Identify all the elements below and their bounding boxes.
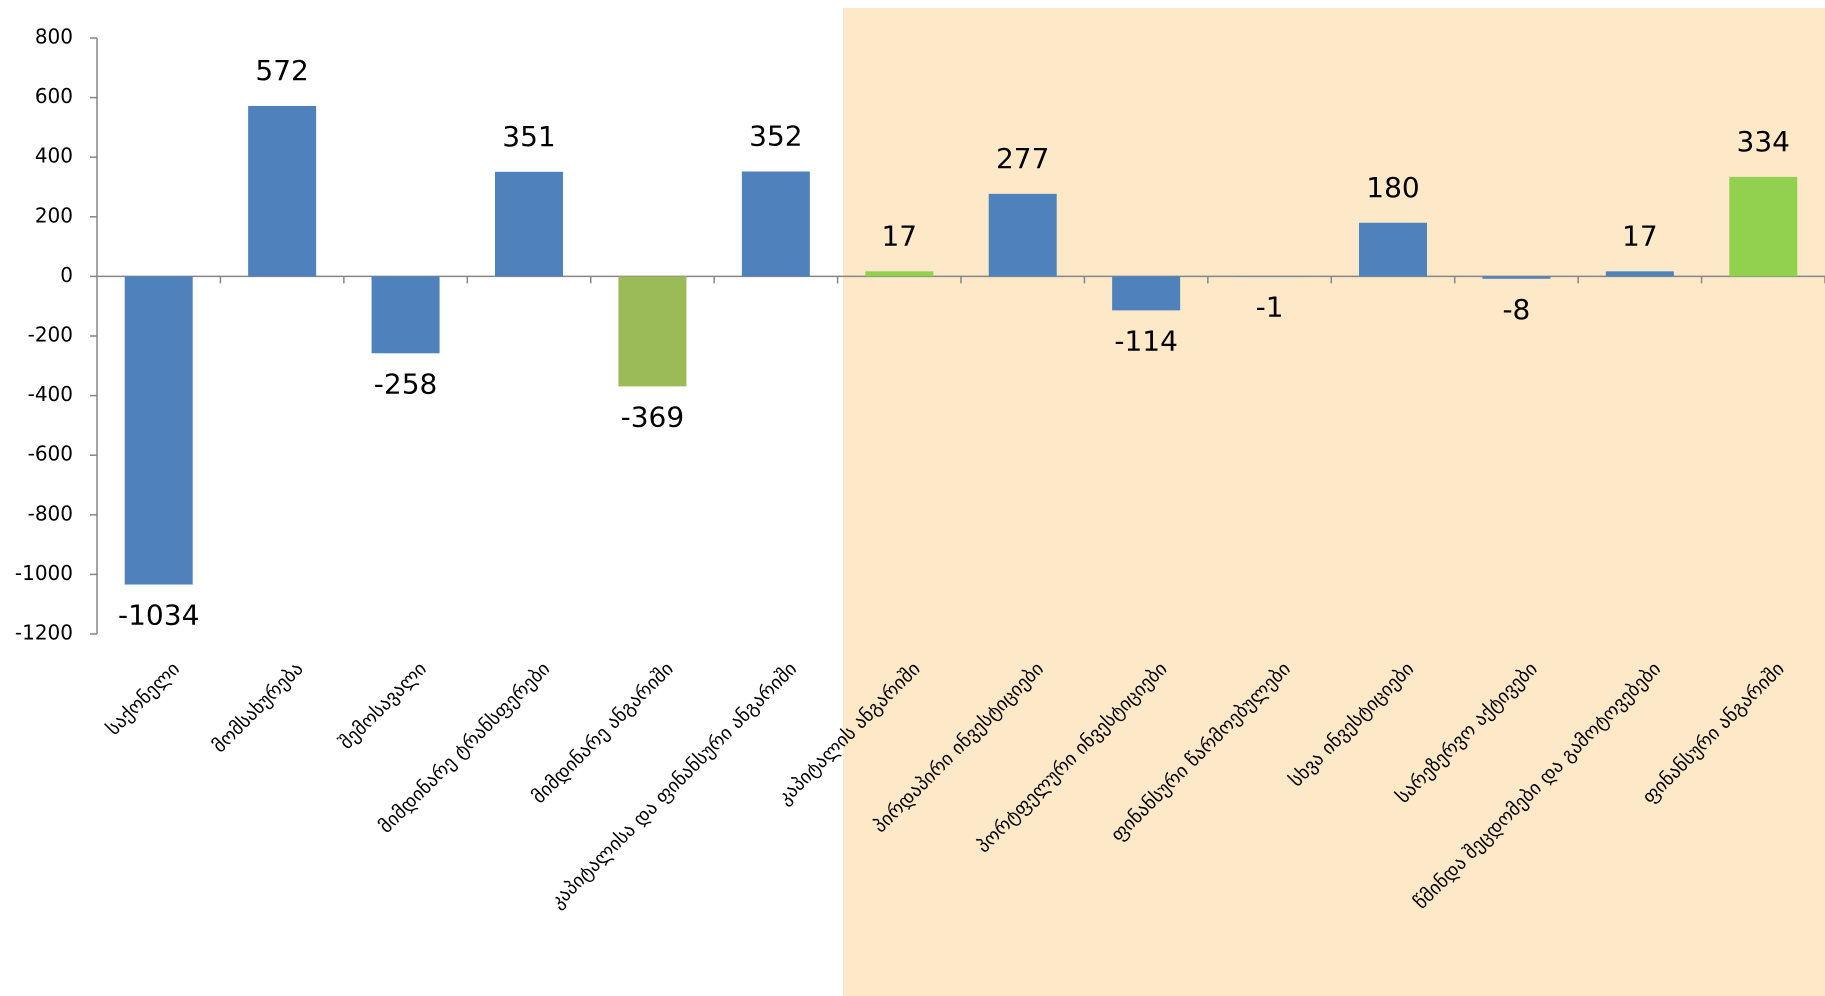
- data-label: -8: [1502, 293, 1530, 326]
- y-tick-label: -1200: [15, 621, 73, 645]
- bar: [741, 171, 810, 277]
- bar: [618, 276, 687, 387]
- data-label: -114: [1114, 324, 1178, 357]
- bar: [1482, 276, 1551, 279]
- x-tick-label: საქონელი: [102, 658, 184, 740]
- data-label: 277: [996, 142, 1049, 175]
- data-label: -258: [374, 367, 438, 400]
- x-tick-label: მიმდინარე ანგარიში: [528, 658, 678, 808]
- data-label: 17: [881, 219, 917, 252]
- bar: [248, 105, 317, 277]
- y-tick-label: 0: [60, 263, 73, 287]
- bar: [371, 276, 440, 354]
- highlight-region: [843, 8, 1825, 996]
- bar: [1359, 222, 1427, 277]
- y-tick-label: -1000: [15, 561, 73, 585]
- y-tick-label: 800: [35, 25, 73, 49]
- bar: [495, 171, 563, 277]
- y-tick-label: 600: [35, 84, 73, 108]
- bar: [1605, 271, 1674, 277]
- data-label: -1034: [118, 599, 199, 632]
- bar: [865, 271, 934, 277]
- y-tick-label: 200: [35, 203, 73, 227]
- y-tick-label: 400: [35, 144, 73, 168]
- bar: [988, 193, 1057, 277]
- data-label: 351: [502, 120, 555, 153]
- data-label: 334: [1737, 125, 1790, 158]
- y-tick-label: -600: [28, 442, 73, 466]
- data-label: -1: [1256, 291, 1284, 324]
- bar: [1112, 276, 1181, 311]
- x-tick-label: შემოსავალი: [335, 658, 431, 754]
- data-label: -369: [621, 400, 685, 433]
- bar: [1729, 176, 1798, 277]
- data-label: 180: [1366, 171, 1419, 204]
- y-tick-label: -800: [28, 501, 73, 525]
- data-label: 352: [749, 120, 802, 153]
- x-tick-label: მომსახურება: [208, 658, 307, 757]
- data-label: 17: [1622, 219, 1658, 252]
- y-tick-label: -200: [28, 323, 73, 347]
- y-tick-label: -400: [28, 382, 73, 406]
- bar: [124, 276, 193, 585]
- data-label: 572: [255, 54, 308, 87]
- x-tick-label: კაპიტალისა და ფინანსური ანგარიში: [546, 658, 801, 913]
